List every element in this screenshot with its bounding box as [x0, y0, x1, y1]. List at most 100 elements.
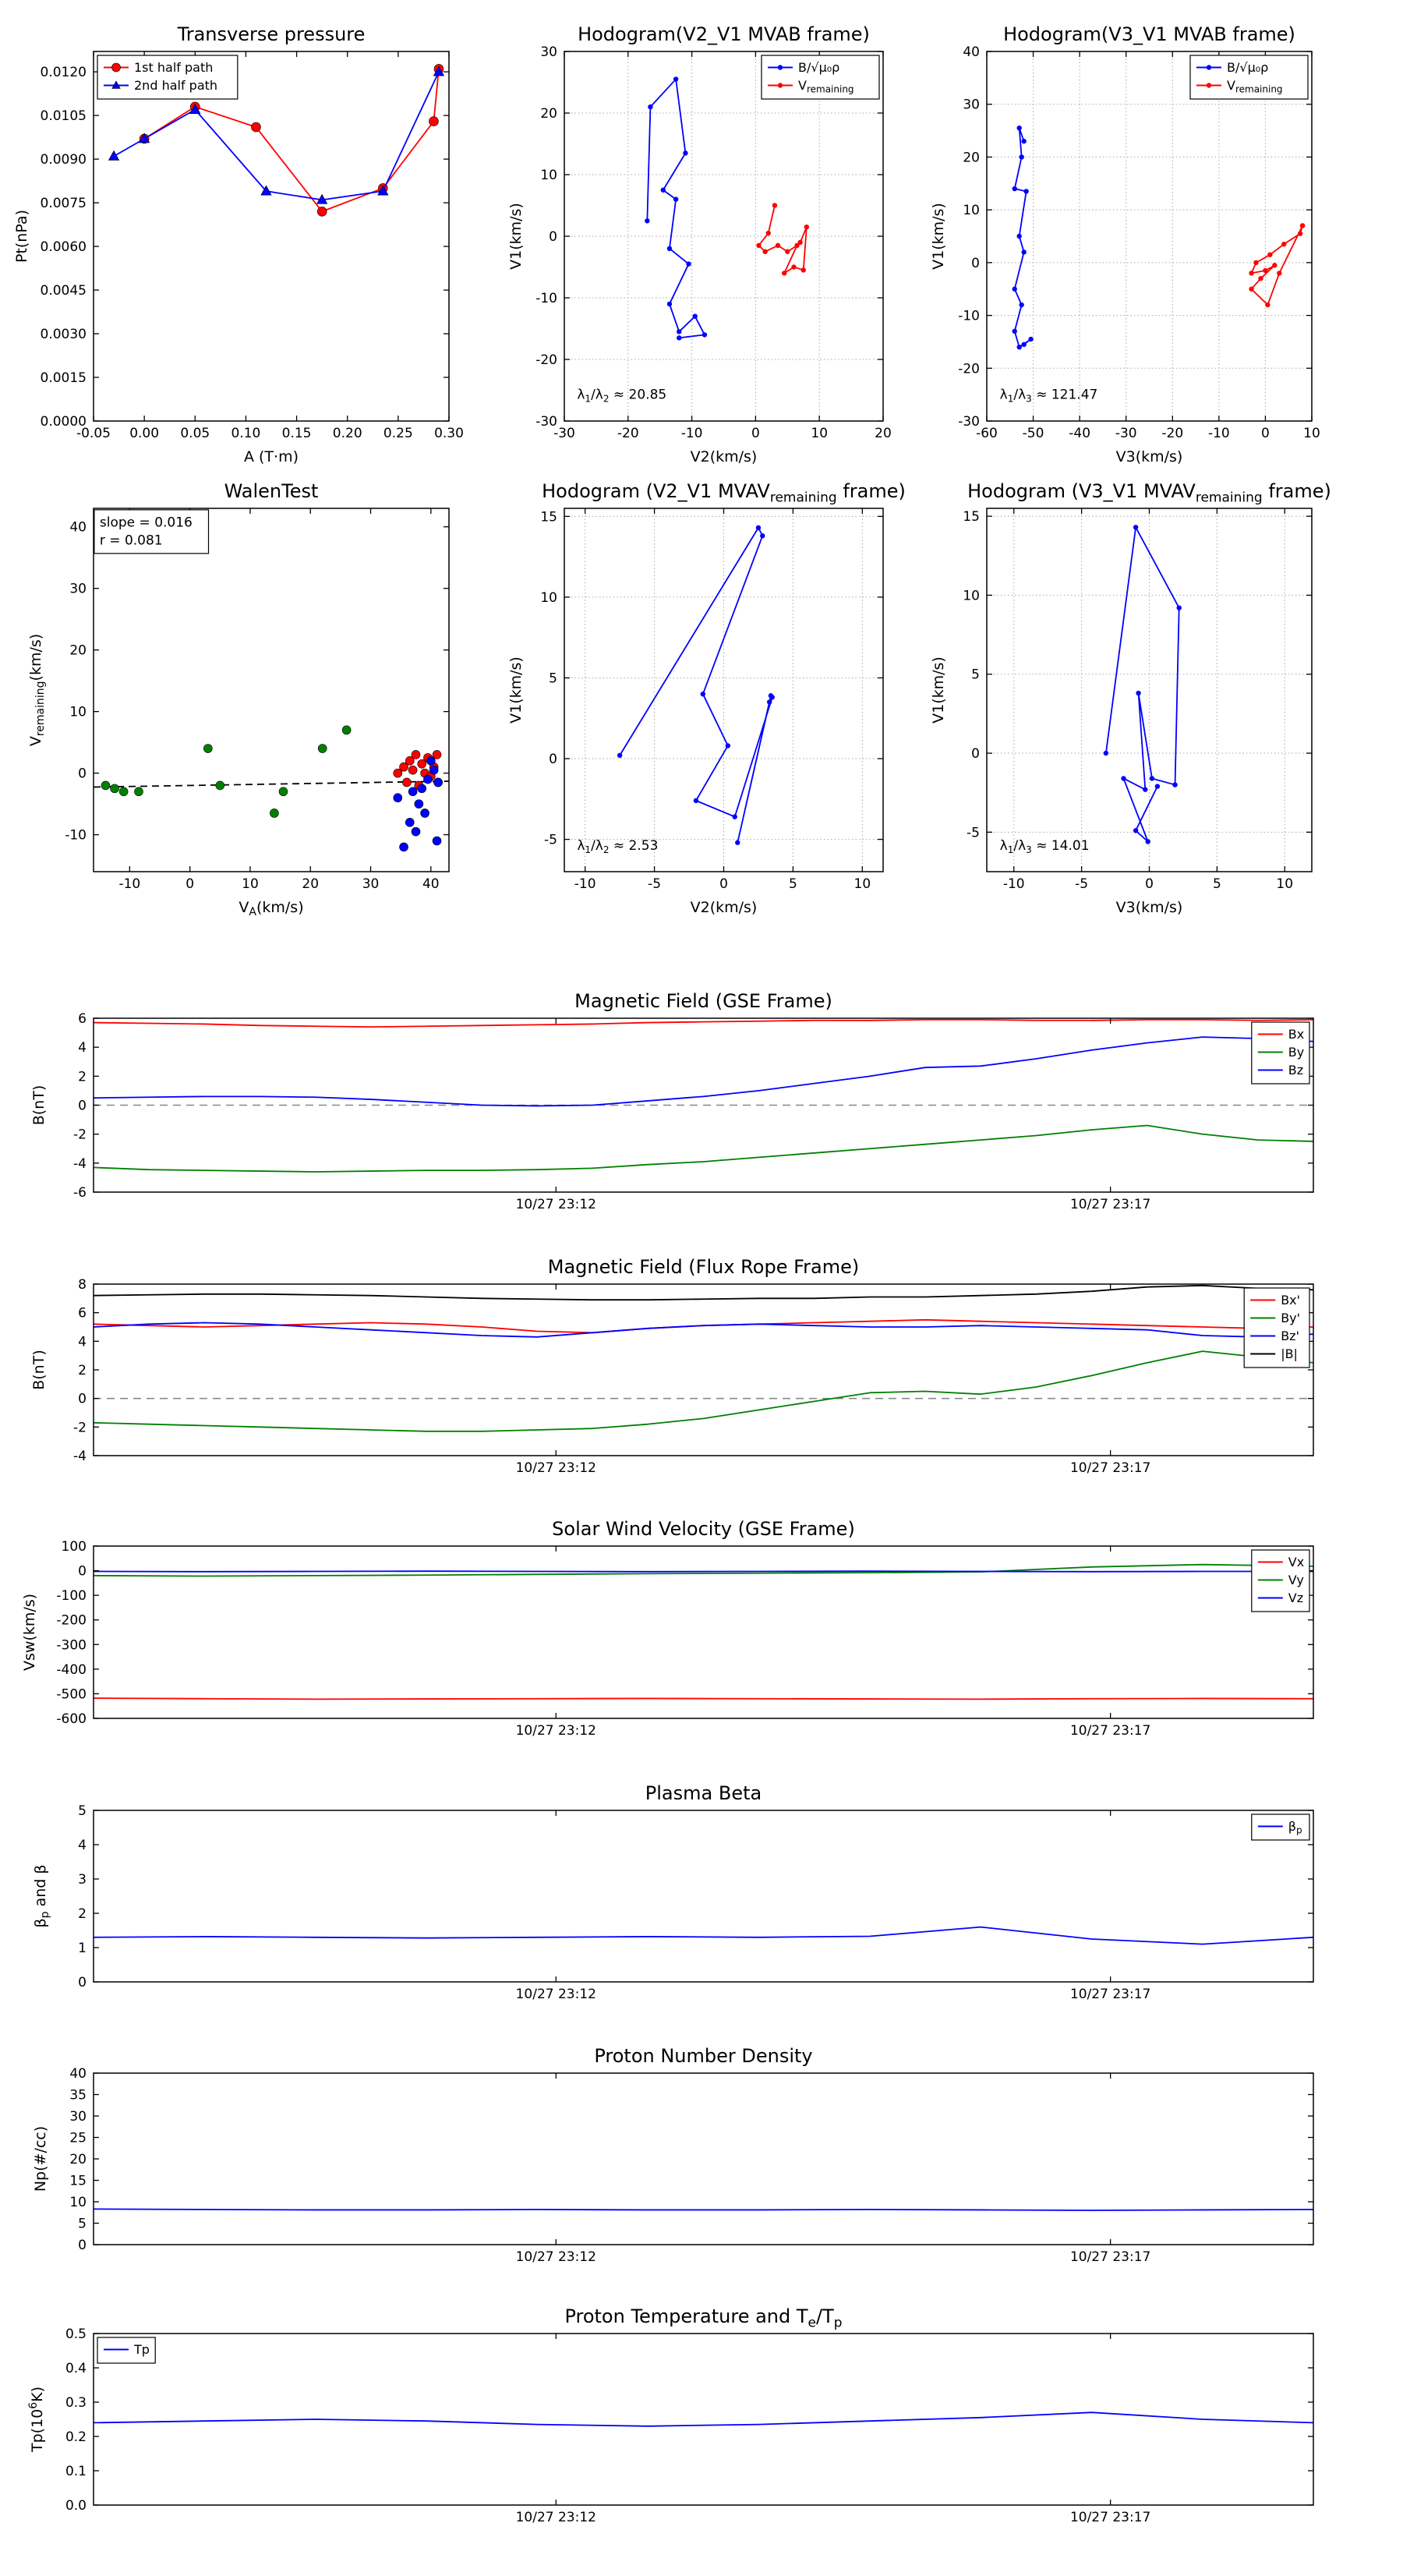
x-tick-label: 0.30 [434, 426, 464, 441]
dot-marker [683, 150, 688, 156]
plot-background [94, 1284, 1313, 1456]
chart-title: Hodogram (V2_V1 MVAVremaining frame) [542, 480, 906, 505]
dot-marker [775, 242, 781, 249]
y-tick-label: 40 [69, 2066, 87, 2082]
y-tick-label: 30 [69, 582, 87, 597]
circle-marker [432, 836, 442, 846]
x-tick-label: 0.25 [383, 426, 413, 441]
chart-hodo_b3: -60 -50 -40 -30 -20 -10 0 10 -30 -20 -10 0 10 20 30 40 H… [930, 23, 1320, 465]
annotation-text: r = 0.081 [100, 533, 163, 548]
circle-marker [423, 774, 433, 784]
y-tick-label: 0 [78, 1564, 87, 1580]
triangle-marker [108, 150, 120, 161]
y-tick-label: 0.5 [65, 2327, 87, 2342]
y-axis-label: B(nT) [30, 1350, 48, 1390]
dot-marker [732, 814, 737, 819]
y-tick-label: 0.3 [65, 2395, 87, 2411]
y-tick-label: 0 [78, 2238, 87, 2253]
circle-marker [393, 768, 403, 778]
dot-marker [645, 218, 650, 224]
dot-marker [677, 329, 682, 334]
x-tick-label: 0 [186, 876, 194, 892]
circle-marker [270, 809, 279, 818]
series-V remaining [758, 205, 808, 274]
dot-marker [1016, 233, 1022, 239]
x-tick-label: -10 [1003, 876, 1025, 892]
legend-label: βp [1288, 1819, 1302, 1836]
x-tick-label: 10/27 23:12 [516, 1197, 596, 1212]
triangle-marker [377, 185, 389, 196]
axes-frame [986, 51, 1313, 422]
y-tick-label: -100 [56, 1588, 87, 1604]
dot-marker [777, 65, 783, 70]
circle-marker [408, 787, 418, 797]
y-tick-label: 0.0090 [41, 152, 87, 168]
chart-vsw: 10/27 23:12 10/27 23:17 -600 -500 -400 -300 -2… [21, 1518, 1314, 1739]
dot-marker [1012, 328, 1017, 334]
dot-marker [756, 242, 762, 249]
dot-marker [1021, 138, 1027, 144]
legend: B/√μ₀ρ Vremaining [1189, 55, 1309, 100]
circle-marker [111, 62, 121, 73]
x-tick-label: 0 [751, 426, 760, 441]
y-tick-label: 0.2 [65, 2429, 87, 2445]
x-tick-label: 0.05 [180, 426, 210, 441]
chart-title: Magnetic Field (GSE Frame) [574, 990, 832, 1012]
plot-background [94, 51, 449, 421]
chart-tp: 10/27 23:12 10/27 23:17 0.0 0.1 0.2 0.3 0.4 0.5… [27, 2305, 1314, 2525]
annotation: λ1/λ2 ≈ 20.85 [577, 387, 666, 405]
chart-hodo_v2: -10 -5 0 5 10 -5 0 5 10 15 Hodogram (V2_V1 MVAVrem… [507, 480, 906, 916]
annotation: λ1/λ3 ≈ 14.01 [1000, 838, 1090, 855]
markers-V remaining path [617, 525, 775, 845]
series-Vx [93, 1697, 1314, 1700]
circle-marker [417, 759, 427, 769]
axes-frame [93, 51, 450, 422]
y-axis-label: V1(km/s) [930, 203, 947, 270]
series-fit line [93, 780, 450, 788]
x-axis-label: V3(km/s) [1116, 899, 1183, 916]
y-axis-label: βp and β [32, 1865, 51, 1928]
plot-background [987, 51, 1312, 421]
annotation-text: λ1/λ2 ≈ 20.85 [577, 387, 666, 405]
legend-box [97, 55, 239, 100]
dot-marker [666, 301, 673, 307]
triangle-marker [260, 185, 272, 196]
chart-title: Proton Temperature and Te/Tp [564, 2305, 842, 2330]
y-tick-label: 25 [69, 2131, 87, 2146]
x-tick-label: 10 [242, 876, 259, 892]
y-tick-label: -4 [73, 1449, 87, 1464]
y-tick-label: 1 [78, 1941, 87, 1956]
annotation-text: λ1/λ3 ≈ 121.47 [1000, 387, 1098, 405]
x-axis-label: A (T·m) [244, 448, 299, 465]
x-tick-label: -10 [574, 876, 596, 892]
annotation: λ1/λ2 ≈ 2.53 [577, 838, 658, 855]
chart-hodo_v3: -10 -5 0 5 10 -5 0 5 10 15 Hodogram (V3_V1 MVAVrem… [930, 480, 1331, 916]
legend-label: B/√μ₀ρ [798, 60, 839, 75]
series-group [93, 2411, 1314, 2427]
y-tick-label: -2 [73, 1420, 87, 1435]
legend-label: Tp [133, 2342, 150, 2357]
y-tick-label: 15 [540, 509, 557, 525]
x-tick-label: -20 [1161, 426, 1183, 441]
y-tick-label: 4 [78, 1040, 87, 1056]
y-tick-label: 4 [78, 1334, 87, 1350]
dot-marker [1143, 787, 1148, 792]
legend-label: By [1288, 1045, 1304, 1060]
dot-marker [777, 83, 783, 88]
legend-label: 2nd half path [134, 78, 217, 93]
series-group [93, 725, 450, 852]
annotation-text: λ1/λ3 ≈ 14.01 [1000, 838, 1090, 855]
y-tick-label: 0 [971, 746, 980, 762]
plot-background [94, 2073, 1313, 2245]
legend-label: Vremaining [798, 78, 854, 95]
x-tick-label: -5 [648, 876, 661, 892]
legend-label: By' [1281, 1311, 1300, 1325]
dot-marker [1133, 525, 1139, 530]
legend-label: Bz [1288, 1063, 1303, 1077]
y-tick-label: 20 [69, 643, 87, 659]
dot-marker [1028, 336, 1034, 342]
y-tick-label: -20 [535, 352, 557, 368]
y-tick-label: -30 [958, 414, 980, 430]
dot-marker [673, 76, 679, 82]
triangle-marker [316, 193, 328, 204]
